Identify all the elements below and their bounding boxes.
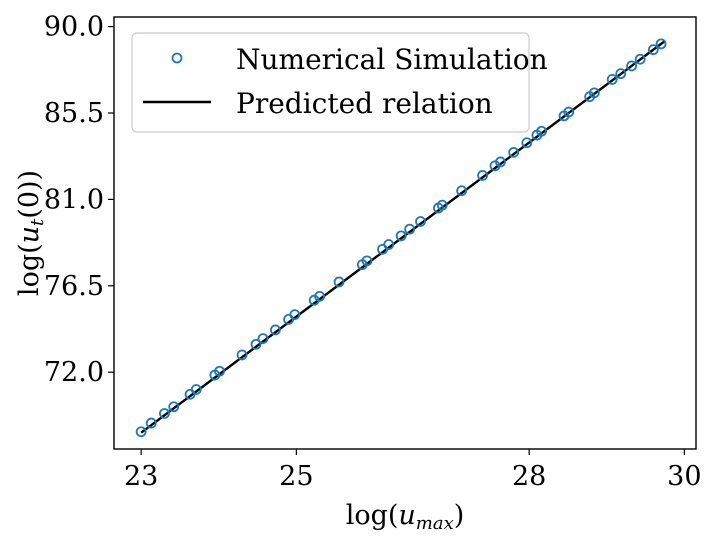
legend-label-simulation: Numerical Simulation	[236, 43, 548, 76]
y-tick-label: 85.5	[44, 98, 104, 129]
simulation-point	[436, 199, 448, 211]
simulation-point	[655, 38, 667, 50]
x-axis: 23 25 28 30	[124, 449, 702, 492]
simulation-point	[257, 333, 269, 345]
simulation-point	[521, 137, 533, 149]
legend-box	[131, 32, 530, 133]
simulation-point	[214, 365, 225, 377]
simulation-point	[135, 426, 147, 438]
x-tick-label: 25	[279, 461, 313, 492]
y-tick-label: 72.0	[44, 357, 104, 388]
predicted-relation-line	[140, 40, 666, 434]
simulation-point	[404, 223, 416, 235]
simulation-point	[190, 384, 202, 395]
simulation-point	[361, 255, 373, 267]
x-axis-label: log(umax)	[346, 500, 465, 534]
simulation-point	[615, 68, 627, 80]
simulation-point	[477, 169, 489, 181]
x-tick-label: 23	[124, 461, 158, 492]
simulation-point	[236, 349, 248, 361]
y-axis-label: log(ut(0))	[14, 170, 48, 296]
simulation-point	[634, 53, 646, 65]
legend: Numerical Simulation Predicted relation	[131, 32, 548, 133]
simulation-point	[588, 87, 600, 99]
simulation-point	[289, 309, 301, 321]
simulation-point	[270, 324, 281, 336]
simulation-point	[456, 185, 468, 197]
simulation-point	[647, 44, 659, 56]
simulation-point	[626, 60, 637, 72]
simulation-point	[536, 125, 547, 137]
simulation-point	[495, 156, 506, 168]
y-tick-label: 76.5	[44, 271, 104, 302]
simulation-point	[563, 106, 575, 118]
simulation-point	[250, 338, 262, 350]
simulation-point	[383, 239, 395, 250]
simulation-point	[145, 417, 157, 429]
x-tick-label: 30	[667, 461, 701, 492]
y-tick-label: 90.0	[44, 12, 104, 43]
y-axis: 72.0 76.5 81.0 85.5 90.0	[44, 12, 114, 388]
simulation-point	[508, 146, 520, 158]
legend-marker-simulation	[171, 52, 183, 64]
simulation-point	[333, 276, 345, 288]
simulation-point	[314, 290, 326, 302]
simulation-point	[415, 216, 426, 227]
y-tick-label: 81.0	[44, 184, 104, 215]
plot-frame	[113, 16, 697, 450]
legend-label-predicted: Predicted relation	[236, 87, 493, 120]
simulation-point	[168, 401, 180, 413]
simulation-point	[606, 74, 618, 85]
simulation-point	[159, 408, 170, 419]
x-tick-label: 28	[512, 461, 546, 492]
simulation-point	[395, 230, 407, 242]
data-layer	[135, 38, 667, 438]
